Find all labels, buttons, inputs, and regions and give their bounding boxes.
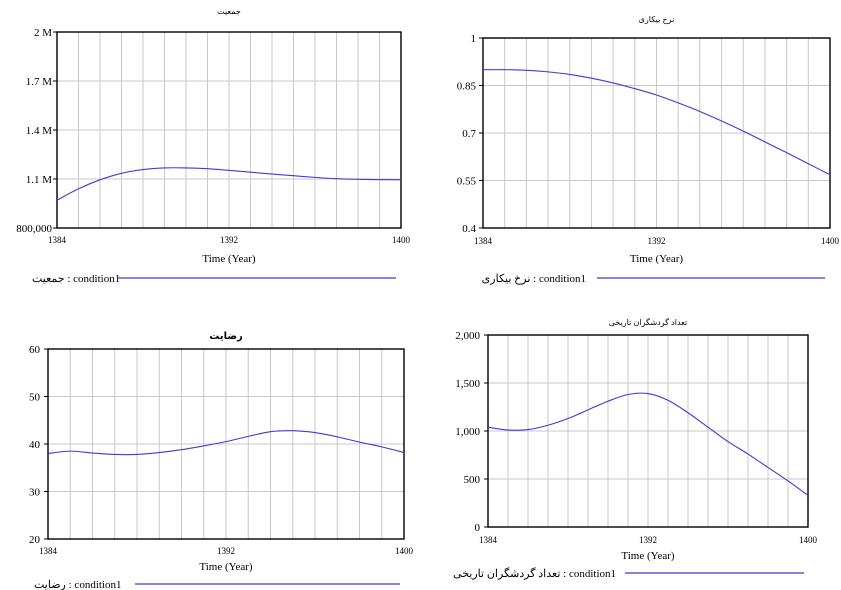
- y-tick-label: 500: [464, 474, 481, 486]
- y-tick-label: 0.55: [457, 176, 477, 188]
- legend-label: جمعیت : condition1: [32, 273, 120, 285]
- x-axis-label: Time (Year): [621, 550, 675, 562]
- chart-title: تعداد گردشگران تاریخی: [609, 317, 688, 327]
- y-tick-label: 2,000: [455, 330, 480, 342]
- legend: تعداد گردشگران تاریخی : condition1: [453, 567, 804, 580]
- x-tick-label: 1392: [648, 236, 666, 246]
- x-axis-label: Time (Year): [202, 253, 256, 265]
- series-line: [487, 392, 809, 496]
- y-tick-label: 0: [475, 522, 481, 534]
- x-tick-label: 1384: [39, 546, 58, 556]
- x-axis-label: Time (Year): [199, 561, 253, 573]
- y-tick-label: 1: [471, 33, 477, 45]
- x-tick-label: 1400: [395, 546, 414, 556]
- x-tick-label: 1400: [392, 235, 411, 245]
- x-tick-label: 1384: [48, 235, 67, 245]
- y-tick-label: 60: [29, 344, 41, 356]
- y-tick-label: 0.85: [457, 81, 477, 93]
- series-line: [47, 430, 405, 456]
- y-tick-label: 1.1 M: [26, 174, 53, 186]
- y-tick-label: 40: [29, 439, 41, 451]
- y-tick-label: 0.7: [462, 128, 476, 140]
- y-tick-label: 0.4: [462, 223, 476, 235]
- legend-label: رضایت : condition1: [34, 579, 121, 590]
- y-tick-label: 1.7 M: [26, 76, 53, 88]
- y-tick-label: 50: [29, 392, 41, 404]
- legend: جمعیت : condition1: [32, 273, 396, 285]
- y-tick-label: 800,000: [16, 223, 52, 235]
- y-tick-label: 30: [29, 487, 41, 499]
- x-tick-label: 1392: [639, 535, 657, 545]
- x-axis-label: Time (Year): [630, 253, 684, 265]
- y-tick-label: 1,500: [455, 378, 480, 390]
- x-tick-label: 1392: [217, 546, 235, 556]
- legend-label: نرخ بیکاری : condition1: [482, 273, 586, 285]
- legend: نرخ بیکاری : condition1: [482, 273, 825, 285]
- series-line: [56, 167, 402, 201]
- x-tick-label: 1400: [821, 236, 840, 246]
- legend-label: تعداد گردشگران تاریخی : condition1: [453, 567, 616, 580]
- chart-title: نرخ بیکاری: [639, 15, 675, 24]
- y-tick-label: 2 M: [34, 27, 52, 39]
- chart-title: جمعیت: [217, 7, 241, 16]
- y-tick-label: 1,000: [455, 426, 480, 438]
- chart-4: تعداد گردشگران تاریخی 2,000 1,500 1,000 500 0…: [453, 317, 817, 580]
- x-tick-label: 1392: [220, 235, 238, 245]
- x-tick-label: 1400: [799, 535, 818, 545]
- chart-title: رضایت: [209, 331, 243, 342]
- x-tick-label: 1384: [479, 535, 498, 545]
- x-tick-label: 1384: [474, 236, 493, 246]
- legend: رضایت : condition1: [34, 579, 400, 590]
- series-line: [482, 69, 831, 176]
- y-tick-label: 20: [29, 534, 41, 546]
- y-tick-label: 1.4 M: [26, 125, 53, 137]
